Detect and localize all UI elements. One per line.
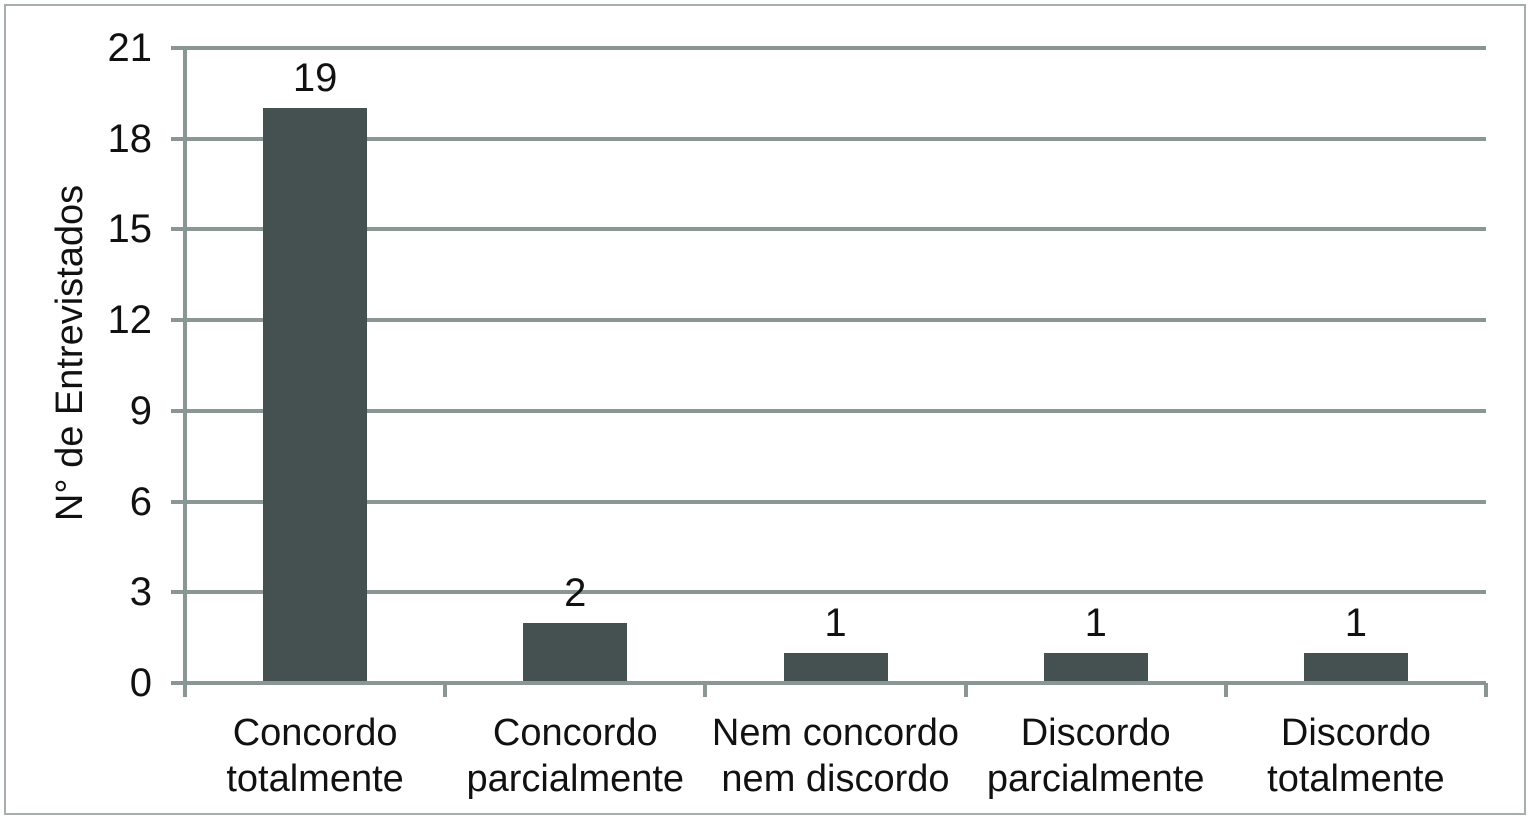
y-axis-line bbox=[183, 48, 187, 683]
gridline bbox=[171, 318, 1486, 323]
y-tick-label: 9 bbox=[129, 388, 152, 433]
gridline bbox=[171, 46, 1486, 50]
gridline bbox=[171, 136, 1486, 141]
x-axis-tick bbox=[703, 683, 708, 697]
gridline bbox=[171, 408, 1486, 413]
bar bbox=[1043, 652, 1148, 683]
bar-value-label: 19 bbox=[292, 56, 338, 101]
x-axis-tick bbox=[1484, 683, 1488, 697]
y-tick-label: 0 bbox=[129, 661, 152, 705]
bar bbox=[783, 652, 888, 683]
y-tick-label: 18 bbox=[107, 116, 153, 161]
x-axis-tick bbox=[963, 683, 968, 697]
category-label: Concordo totalmente bbox=[226, 712, 404, 800]
gridline bbox=[171, 590, 1486, 595]
y-tick-label: 6 bbox=[129, 479, 152, 524]
category-label: Concordo parcialmente bbox=[466, 712, 685, 800]
x-axis-tick bbox=[443, 683, 448, 697]
gridline bbox=[171, 227, 1486, 232]
y-tick-label: 3 bbox=[129, 570, 152, 615]
category-label: Discordo totalmente bbox=[1267, 712, 1445, 800]
bar-value-label: 1 bbox=[1344, 600, 1368, 645]
bar-value-label: 1 bbox=[824, 600, 847, 645]
category-label: Discordo parcialmente bbox=[986, 712, 1205, 800]
bar bbox=[263, 108, 368, 683]
x-axis-tick bbox=[1223, 683, 1228, 697]
y-tick-label: 15 bbox=[107, 207, 153, 252]
y-tick-label: 21 bbox=[107, 26, 153, 70]
bar bbox=[523, 622, 628, 683]
figure-border bbox=[4, 4, 1526, 815]
category-label: Nem concordo nem discordo bbox=[711, 712, 960, 800]
bar-value-label: 2 bbox=[564, 570, 587, 615]
bar-value-label: 1 bbox=[1084, 600, 1107, 645]
x-axis-tick bbox=[183, 683, 187, 697]
x-axis-line bbox=[171, 681, 1486, 685]
bar bbox=[1303, 652, 1408, 683]
y-tick-label: 12 bbox=[107, 298, 153, 343]
gridline bbox=[171, 499, 1486, 504]
